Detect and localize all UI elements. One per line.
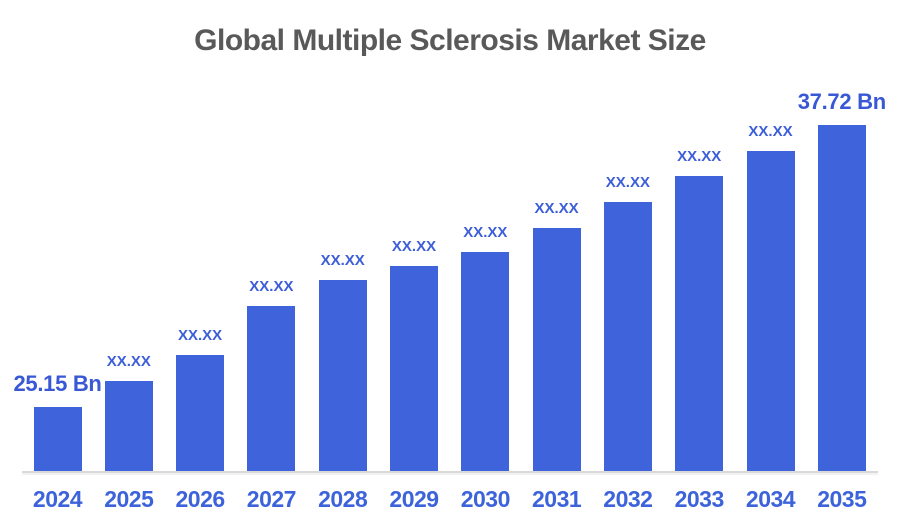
value-label-2031: XX.XX	[534, 200, 579, 217]
value-label-2024: 25.15 Bn	[13, 371, 102, 396]
x-axis-label-2026: 2026	[175, 486, 226, 512]
x-axis-label-2028: 2028	[318, 486, 368, 512]
x-axis-label-2029: 2029	[389, 486, 439, 512]
bar-2029	[390, 266, 438, 471]
value-label-2035: 37.72 Bn	[797, 89, 886, 114]
bar-2033	[675, 176, 724, 471]
x-axis-label-2034: 2034	[745, 486, 796, 512]
value-label-2029: XX.XX	[391, 238, 437, 255]
value-label-2027: XX.XX	[249, 278, 294, 295]
x-axis-label-2030: 2030	[460, 486, 511, 512]
x-axis-label-2027: 2027	[246, 486, 297, 512]
x-axis-label-2031: 2031	[532, 486, 582, 512]
value-label-2032: XX.XX	[605, 174, 650, 191]
x-axis-label-2033: 2033	[674, 486, 725, 512]
bar-2030	[461, 252, 510, 471]
bar-2032	[603, 202, 652, 471]
bar-2034	[746, 151, 795, 471]
bar-2031	[532, 228, 581, 471]
x-axis-line	[22, 471, 878, 473]
value-label-2033: XX.XX	[677, 148, 722, 165]
bar-2025	[104, 381, 153, 471]
chart-title: Global Multiple Sclerosis Market Size	[194, 24, 706, 57]
bar-2035	[817, 125, 866, 471]
x-axis-label-2024: 2024	[32, 486, 83, 512]
value-label-2034: XX.XX	[748, 123, 793, 140]
x-axis-label-2035: 2035	[817, 486, 867, 512]
bar-2024	[33, 407, 82, 471]
x-axis-label-2032: 2032	[603, 486, 653, 512]
value-label-2028: XX.XX	[320, 252, 365, 269]
value-label-2030: XX.XX	[463, 224, 508, 241]
bar-2026	[176, 355, 225, 471]
bar-2028	[318, 280, 367, 471]
bar-2027	[247, 306, 296, 471]
x-axis-label-2025: 2025	[104, 486, 154, 512]
value-label-2026: XX.XX	[178, 327, 223, 344]
value-label-2025: XX.XX	[106, 353, 151, 370]
